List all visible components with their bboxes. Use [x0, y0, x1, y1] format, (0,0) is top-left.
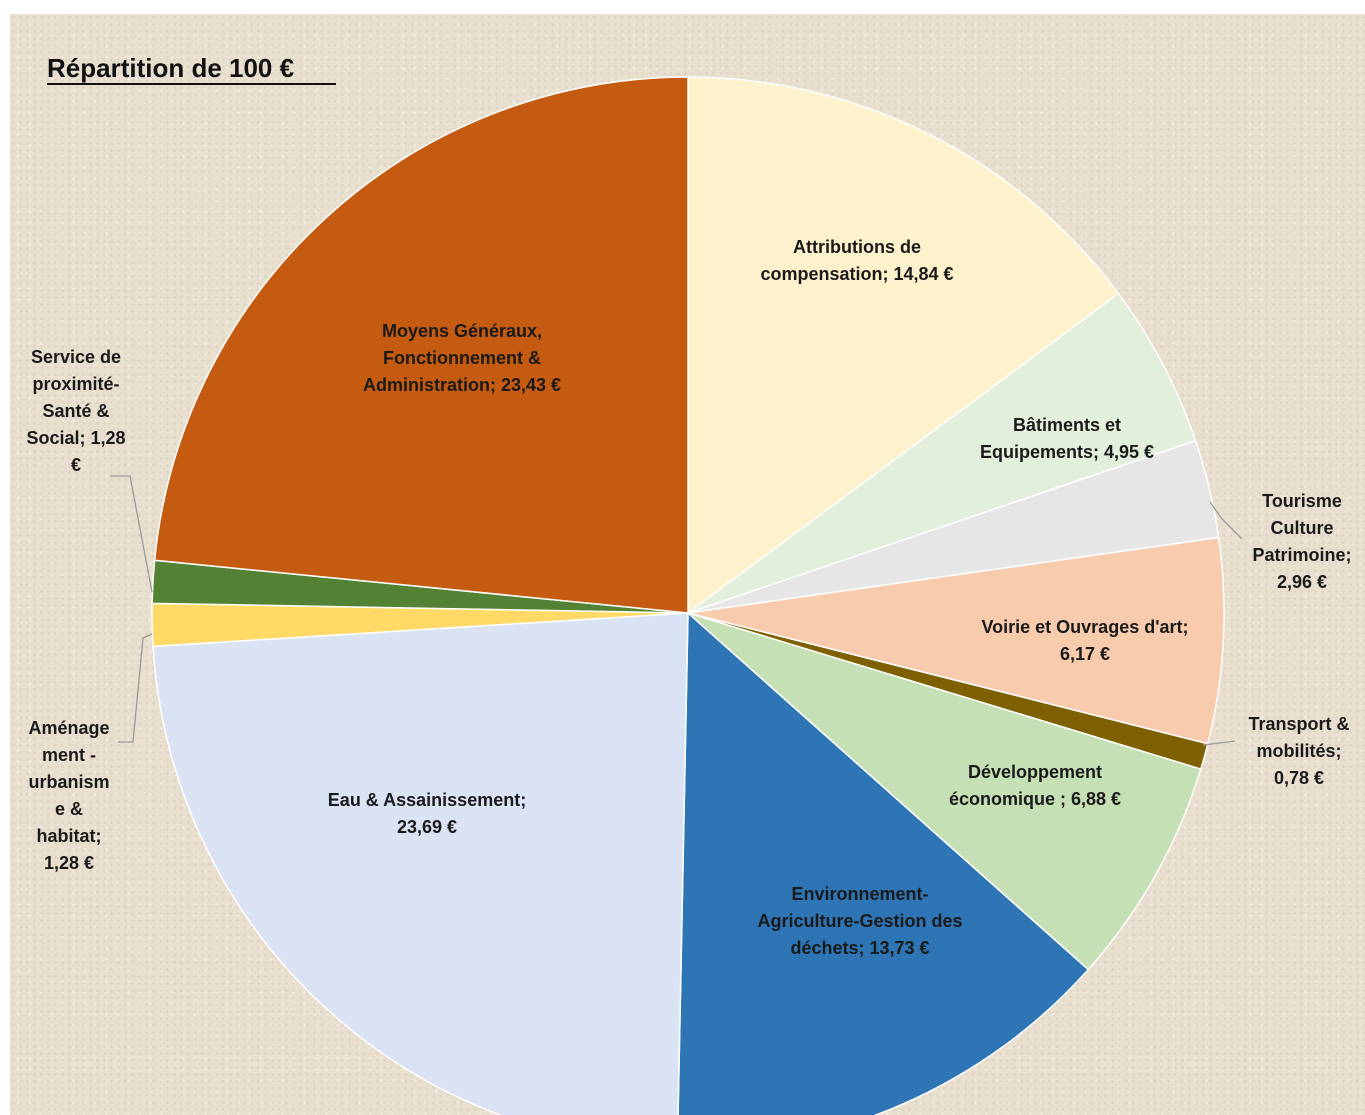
data-labels: Attributions de compensation; 14,84 € Bâti… — [26, 237, 1351, 958]
data-label-attributions-de-compensation: Attributions de compensation; 14,84 € — [760, 237, 953, 284]
leader-line-amenagement-urbanisme-habitat — [118, 633, 153, 743]
leader-lines — [110, 475, 1243, 746]
pie-slice-developpement-economique — [687, 612, 1202, 971]
pie-slice-batiments-et-equipements — [687, 292, 1197, 614]
data-label-developpement-economique: Développement économique ; 6,88 € — [949, 762, 1121, 809]
data-label-tourisme-culture-patrimoine: Tourisme Culture Patrimoine; 2,96 € — [1252, 491, 1351, 592]
pie-slice-attributions-de-compensation — [687, 76, 1120, 615]
data-label-service-de-proximite-sante-social: Service de proximité-Santé & Social; 1,28 € — [26, 347, 125, 475]
pie-slice-moyens-generaux-fonctionnement-administration — [153, 76, 689, 614]
data-label-voirie-et-ouvrages-d-art: Voirie et Ouvrages d'art; 6,17 € — [981, 617, 1188, 664]
data-label-transport-mobilites: Transport & mobilités; 0,78 € — [1248, 714, 1349, 788]
data-label-amenagement-urbanisme-habitat: Aménage ment -urbanism e & habitat; 1,28 € — [28, 718, 109, 873]
pie-slices — [151, 76, 1225, 1115]
pie-chart: Répartition de 100 € Attributions de comp… — [26, 53, 1352, 1115]
data-label-moyens-generaux-fonctionnement-administration: Moyens Généraux, Fonctionnement & Administ… — [363, 321, 561, 395]
chart-canvas: Répartition de 100 € Attributions de comp… — [10, 14, 1365, 1115]
pie-slice-environnement-agriculture-gestion-des-dechets — [677, 611, 1090, 1115]
pie-slice-eau-assainissement — [152, 612, 689, 1115]
pie-slice-voirie-et-ouvrages-d-art — [687, 536, 1225, 745]
leader-line-service-de-proximite-sante-social — [110, 475, 153, 593]
leader-line-tourisme-culture-patrimoine — [1209, 501, 1243, 540]
data-label-batiments-et-equipements: Bâtiments et Equipements; 4,95 € — [980, 415, 1154, 462]
data-label-eau-assainissement: Eau & Assainissement; 23,69 € — [328, 790, 526, 837]
leader-line-transport-mobilites — [1202, 740, 1236, 746]
data-label-environnement-agriculture-gestion-des-dechets: Environnement-Agriculture-Gestion des déc… — [757, 884, 962, 958]
chart-title: Répartition de 100 € — [47, 53, 294, 83]
